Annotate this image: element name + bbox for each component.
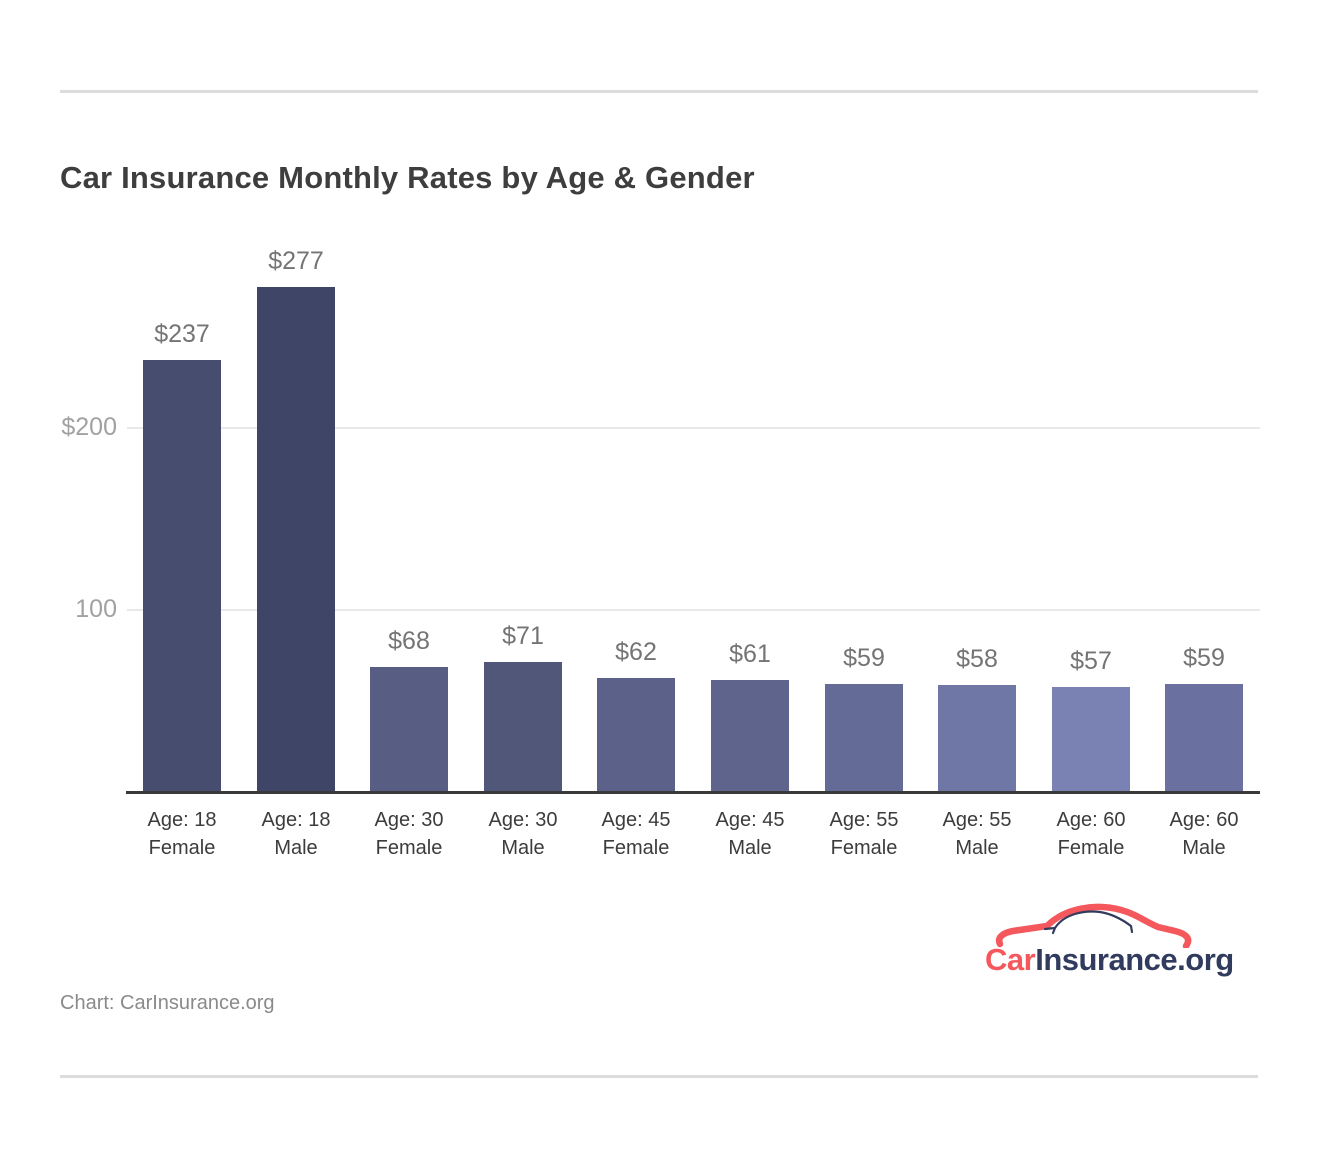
x-tick-age: Age: 18	[147, 809, 217, 831]
x-tick-age: Age: 45	[601, 809, 671, 831]
x-tick-label: Age: 18 Male	[238, 806, 354, 862]
bar	[484, 662, 562, 791]
x-tick-gender: Female	[375, 837, 443, 859]
bar-value-label: $237	[154, 320, 210, 348]
x-tick-gender: Female	[830, 837, 898, 859]
x-tick-gender: Male	[728, 837, 772, 859]
x-tick-gender: Male	[501, 837, 545, 859]
bar	[1052, 687, 1130, 791]
x-tick-age: Age: 45	[715, 809, 785, 831]
x-tick-label: Age: 45 Male	[692, 806, 808, 862]
x-tick-age: Age: 60	[1056, 809, 1126, 831]
bar	[597, 678, 675, 791]
bottom-divider	[60, 1075, 1258, 1078]
y-tick-label: 100	[75, 595, 117, 623]
bar-value-label: $62	[615, 638, 657, 666]
x-tick-age: Age: 55	[829, 809, 899, 831]
bar	[1165, 684, 1243, 791]
car-logo-icon	[995, 903, 1192, 948]
logo-text-insurance: Insurance	[1035, 942, 1178, 977]
x-tick-label: Age: 30 Female	[351, 806, 467, 862]
x-tick-age: Age: 60	[1169, 809, 1239, 831]
x-tick-label: Age: 30 Male	[465, 806, 581, 862]
bar-value-label: $57	[1070, 647, 1112, 675]
carinsurance-logo: CarInsurance.org	[985, 900, 1234, 978]
x-tick-gender: Male	[955, 837, 999, 859]
bar	[370, 667, 448, 791]
x-tick-gender: Male	[274, 837, 318, 859]
bar-value-label: $59	[1183, 644, 1225, 672]
bar-value-label: $61	[729, 640, 771, 668]
x-tick-label: Age: 18 Female	[124, 806, 240, 862]
x-tick-age: Age: 30	[374, 809, 444, 831]
bar-value-label: $68	[388, 627, 430, 655]
logo-wordmark: CarInsurance.org	[985, 942, 1234, 978]
bar-value-label: $71	[502, 622, 544, 650]
bar	[143, 360, 221, 791]
chart-title: Car Insurance Monthly Rates by Age & Gen…	[60, 160, 755, 195]
gridline	[127, 427, 1260, 429]
x-tick-age: Age: 55	[942, 809, 1012, 831]
x-axis-line	[126, 791, 1260, 794]
x-tick-label: Age: 60 Male	[1146, 806, 1262, 862]
top-divider	[60, 90, 1258, 93]
bar-value-label: $59	[843, 644, 885, 672]
chart-credit: Chart: CarInsurance.org	[60, 992, 275, 1014]
x-tick-gender: Male	[1182, 837, 1226, 859]
bar	[711, 680, 789, 791]
logo-text-org: .org	[1177, 942, 1234, 977]
x-tick-gender: Female	[148, 837, 216, 859]
bar-value-label: $58	[956, 645, 998, 673]
bar	[825, 684, 903, 791]
bar-value-label: $277	[268, 247, 324, 275]
x-tick-label: Age: 55 Female	[806, 806, 922, 862]
x-tick-gender: Female	[602, 837, 670, 859]
x-tick-label: Age: 45 Female	[578, 806, 694, 862]
bar	[938, 685, 1016, 791]
y-tick-label: $200	[61, 413, 117, 441]
logo-text-car: Car	[985, 942, 1036, 977]
bar	[257, 287, 335, 791]
x-tick-age: Age: 30	[488, 809, 558, 831]
x-tick-gender: Female	[1057, 837, 1125, 859]
x-tick-age: Age: 18	[261, 809, 331, 831]
x-tick-label: Age: 55 Male	[919, 806, 1035, 862]
x-tick-label: Age: 60 Female	[1033, 806, 1149, 862]
gridline	[127, 609, 1260, 611]
